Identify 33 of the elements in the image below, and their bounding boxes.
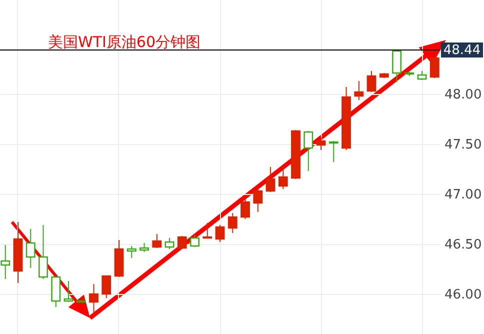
candlestick: [190, 234, 200, 248]
candlestick: [0, 244, 10, 280]
candlestick: [366, 70, 376, 92]
candlestick: [64, 280, 74, 302]
candlestick: [228, 212, 238, 234]
y-tick-label: 47.00: [444, 188, 482, 202]
candlestick: [354, 80, 364, 100]
candlestick: [51, 276, 61, 308]
ref-line-label: 48.44: [443, 43, 481, 58]
candlestick: [126, 246, 136, 258]
candlestick: [278, 166, 288, 190]
candlestick: [164, 238, 174, 250]
text: 美国WTI原油60分钟图: [48, 33, 201, 51]
candlestick: [102, 275, 112, 298]
candlestick: [240, 198, 250, 220]
candlestick: [304, 130, 314, 172]
candlestick: [215, 224, 225, 242]
y-tick-label: 46.50: [444, 238, 482, 252]
y-tick-label: 46.00: [444, 288, 482, 302]
candlestick: [392, 50, 402, 82]
candlestick: [89, 284, 98, 318]
candlestick: [316, 136, 326, 150]
candlestick: [202, 222, 212, 239]
candlestick: [253, 186, 263, 212]
candlestick: [328, 140, 338, 162]
y-tick-label: 47.50: [444, 138, 482, 152]
candlestick: [152, 234, 162, 248]
candlestick: [266, 166, 276, 192]
candlestick: [177, 236, 187, 250]
candlestick: [38, 224, 48, 280]
candlestick: [430, 57, 440, 78]
y-tick-label: 48.00: [444, 88, 482, 102]
candlestick: [26, 228, 36, 268]
